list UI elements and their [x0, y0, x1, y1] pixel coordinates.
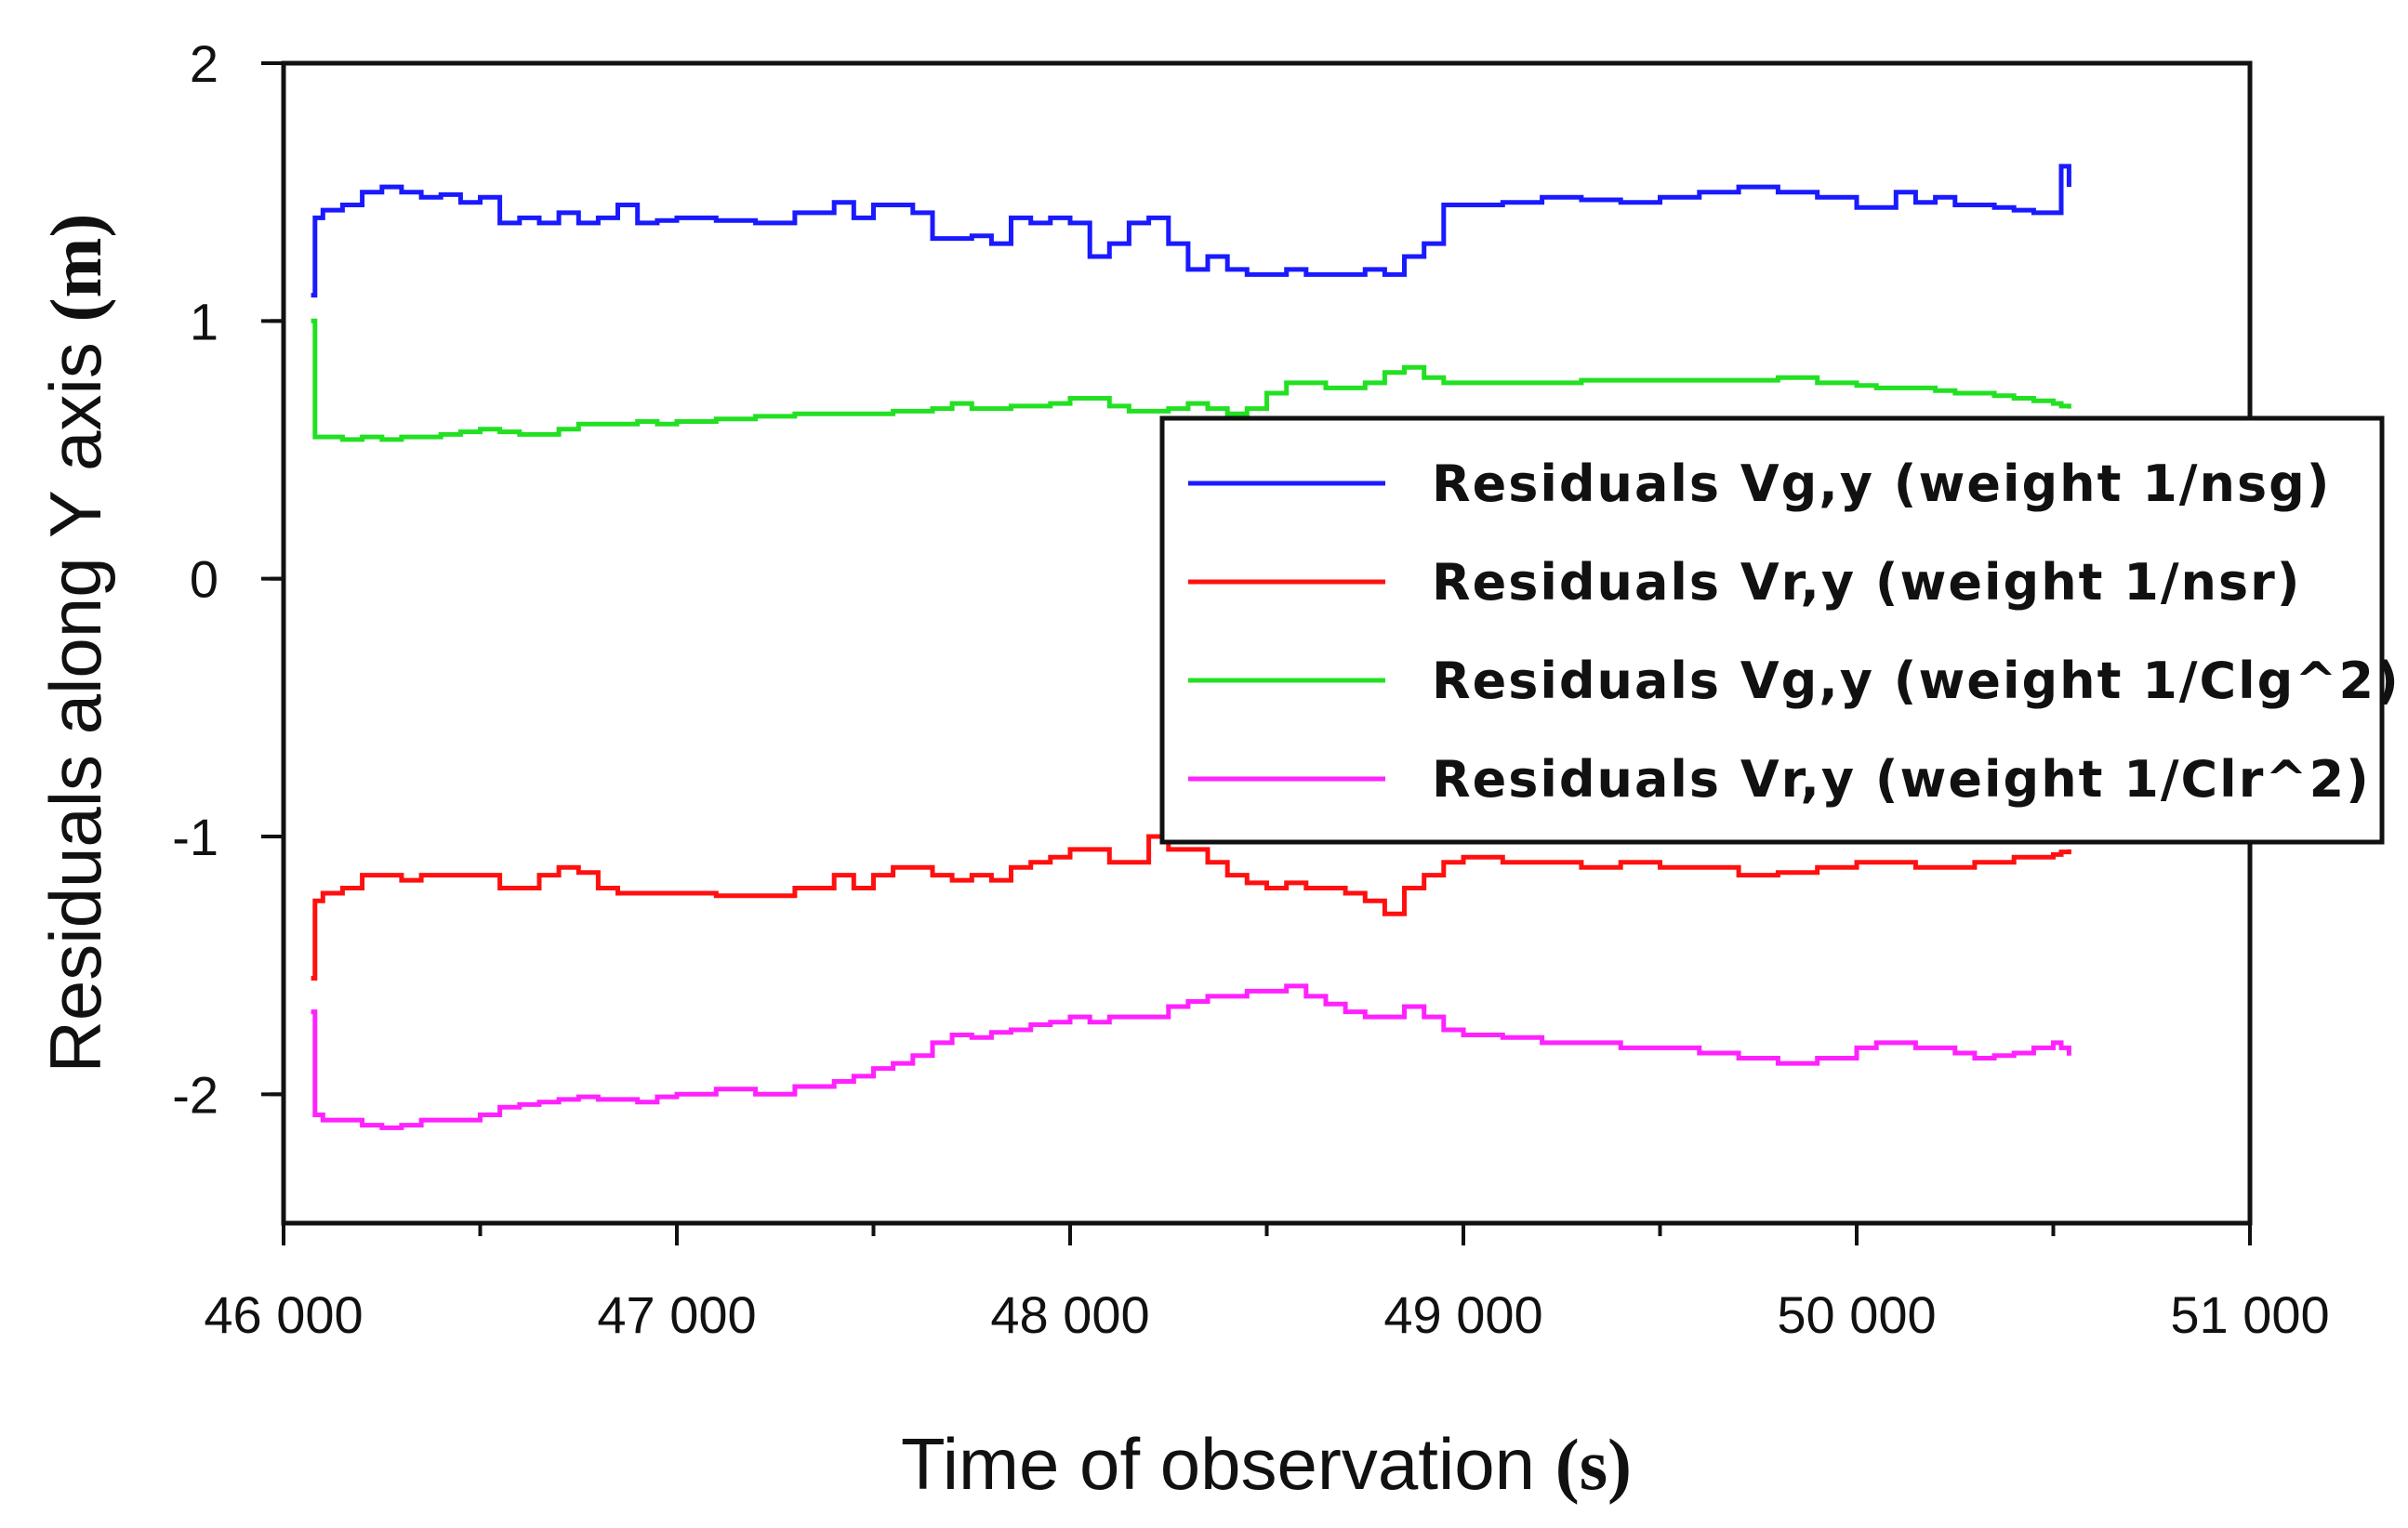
x-axis-title-text: Time of observation [901, 1423, 1535, 1505]
x-tick-label: 46 000 [204, 1285, 363, 1344]
x-axis-title: Time of observation (s) [901, 1423, 1632, 1505]
legend-label: Residuals Vr,y (weight 1/nsr) [1432, 553, 2301, 612]
x-axis-unit: (s) [1555, 1424, 1632, 1505]
legend-label: Residuals Vg,y (weight 1/Clg^2) [1432, 652, 2401, 710]
legend-items: Residuals Vg,y (weight 1/nsg) Residuals V… [1188, 454, 2401, 809]
series-line-2 [311, 834, 2071, 981]
y-axis-title-text: Residuals along Y axis [34, 342, 116, 1073]
series-line-1 [311, 164, 2071, 298]
y-axis-unit: (m) [35, 214, 116, 323]
y-tick-label: 1 [190, 292, 218, 350]
legend-label: Residuals Vr,y (weight 1/Clr^2) [1432, 750, 2371, 809]
axis-ticks: 46 000 47 000 48 000 49 000 50 000 51 000 -2 -1… [172, 34, 2329, 1344]
series-group [311, 164, 2071, 1130]
legend-label: Residuals Vg,y (weight 1/nsg) [1432, 454, 2331, 513]
x-tick-label: 47 000 [597, 1285, 756, 1344]
y-axis-title: Residuals along Y axis (m) [34, 214, 116, 1074]
legend: Residuals Vg,y (weight 1/nsg) Residuals V… [1159, 415, 2401, 845]
y-tick-label: -1 [172, 808, 218, 866]
legend-box [1159, 415, 2385, 845]
y-tick-label: 0 [190, 550, 218, 609]
y-tick-label: 2 [190, 34, 218, 93]
x-tick-label: 48 000 [990, 1285, 1149, 1344]
series-line-3 [311, 318, 2071, 442]
x-tick-label: 51 000 [2170, 1285, 2329, 1344]
x-tick-label: 49 000 [1383, 1285, 1542, 1344]
x-tick-label: 50 000 [1777, 1285, 1936, 1344]
series-line-4 [311, 983, 2071, 1130]
y-tick-label: -2 [172, 1065, 218, 1124]
